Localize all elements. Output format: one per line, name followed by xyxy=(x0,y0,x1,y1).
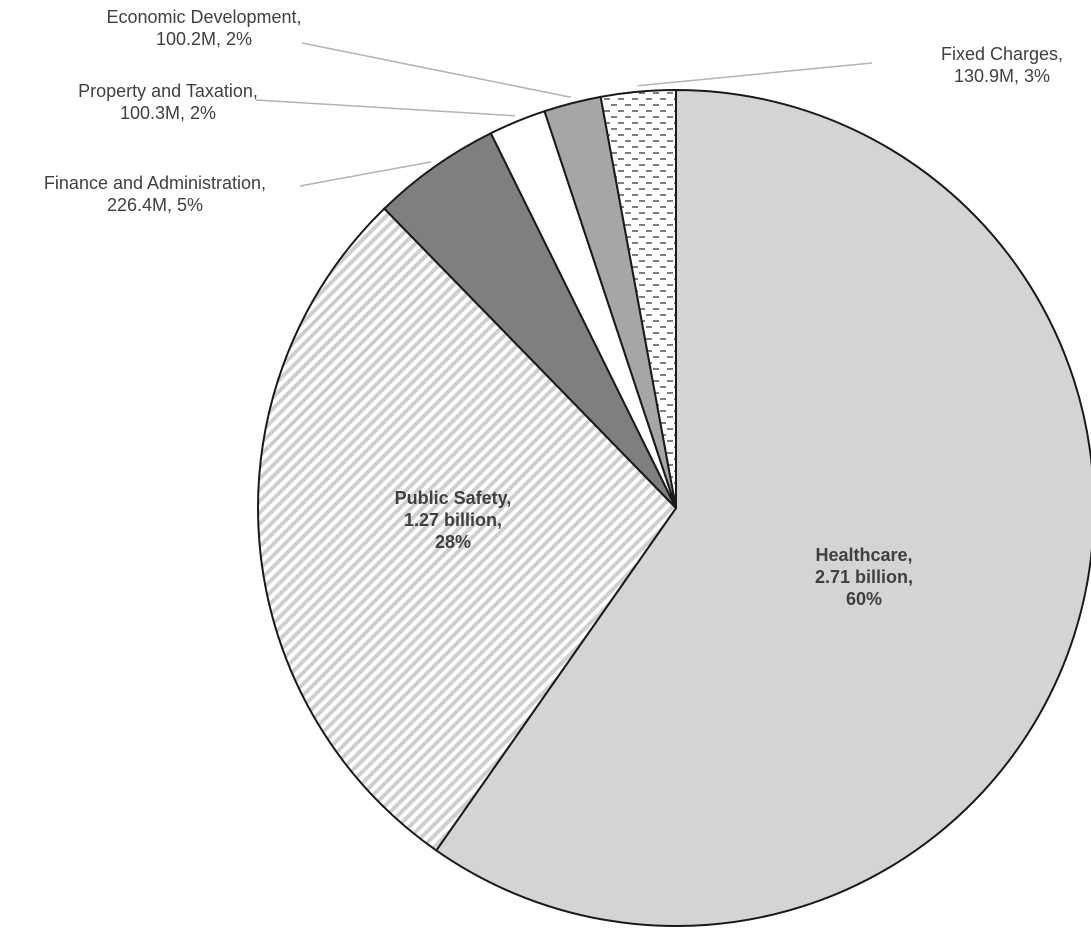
leader-lines xyxy=(255,42,873,187)
label-healthcare: Healthcare, 2.71 billion, 60% xyxy=(815,545,913,609)
label-finance-administration: Finance and Administration, 226.4M, 5% xyxy=(44,173,266,215)
label-public-safety: Public Safety, 1.27 billion, 28% xyxy=(395,488,512,552)
leader-property-taxation xyxy=(255,99,516,117)
leader-finance-administration xyxy=(299,161,432,187)
leader-fixed-charges xyxy=(637,62,873,87)
label-property-taxation: Property and Taxation, 100.3M, 2% xyxy=(78,81,258,123)
slice-public-safety xyxy=(257,207,677,852)
leader-economic-development xyxy=(301,42,571,98)
slice-healthcare xyxy=(435,89,1091,927)
label-fixed-charges: Fixed Charges, 130.9M, 3% xyxy=(941,44,1063,86)
slice-labels: Healthcare, 2.71 billion, 60% Public Safety… xyxy=(44,7,1063,609)
slice-fixed-charges xyxy=(599,89,677,509)
pie-slices xyxy=(257,89,1091,927)
label-economic-development: Economic Development, 100.2M, 2% xyxy=(106,7,301,49)
